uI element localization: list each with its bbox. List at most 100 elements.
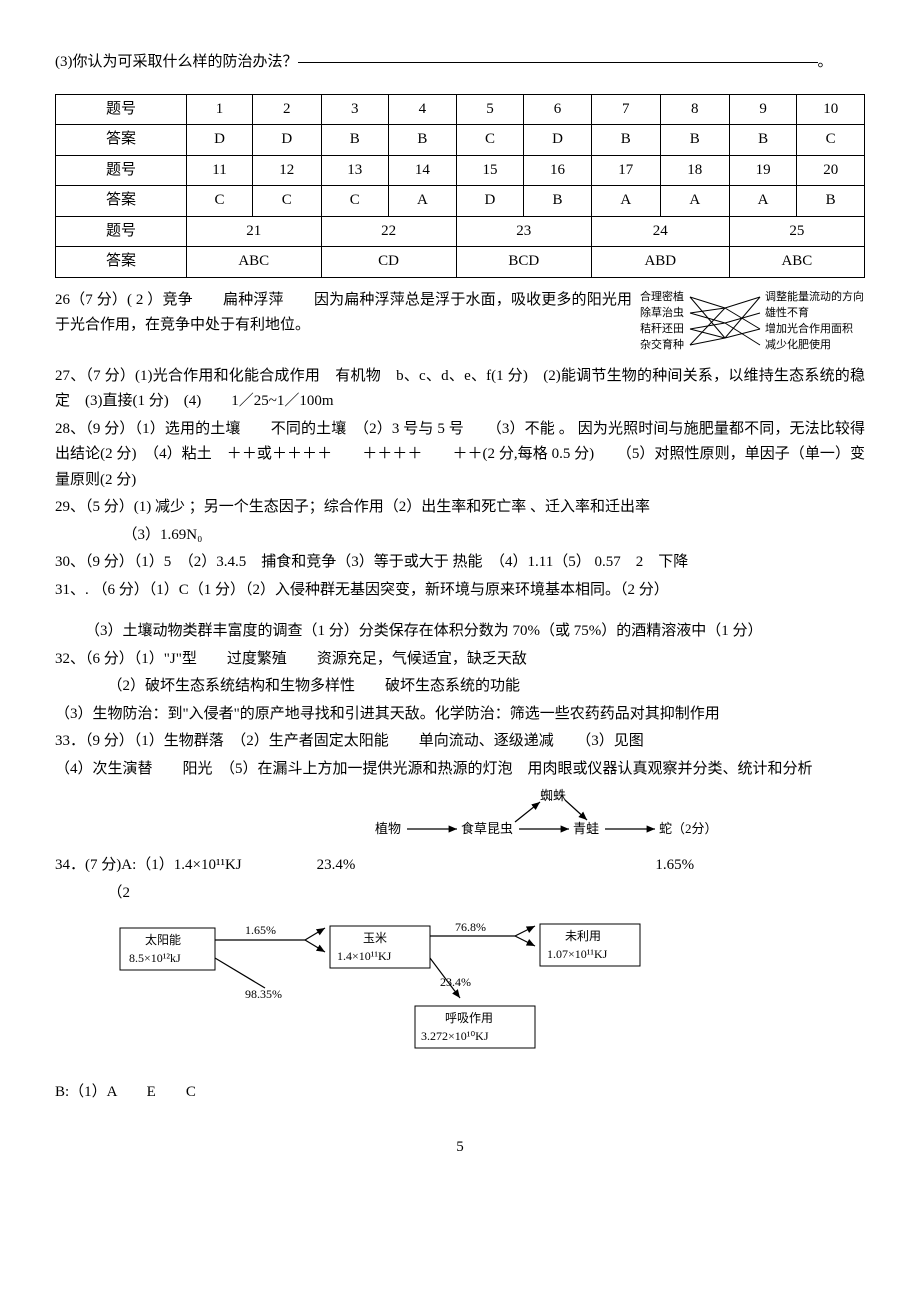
table-row: 答案 C C C A D B A A A B (56, 186, 865, 217)
cell: 11 (187, 155, 253, 186)
cell: B (321, 125, 389, 156)
resp-val: 3.272×10¹⁰KJ (421, 1029, 489, 1043)
answer-33-l1: 33．（9 分）（1）生物群落 （2）生产者固定太阳能 单向流动、逐级递减 （3… (55, 729, 865, 755)
cell: B (524, 186, 592, 217)
cell: 21 (187, 216, 322, 247)
row-label: 题号 (56, 216, 187, 247)
food-chain-diagram: 植物 食草昆虫 青蛙 蛇（2分） 蜘蛛 (375, 788, 845, 843)
cm-right: 减少化肥使用 (765, 337, 831, 351)
energy-flow-diagram: 太阳能 8.5×10¹²kJ 1.65% 98.35% 玉米 1.4×10¹¹K… (115, 918, 735, 1058)
answer-29-l1: 29、（5 分）(1) 减少 ；另一个生态因子；综合作用（2）出生率和死亡率 、… (55, 495, 865, 521)
table-row: 答案 D D B B C D B B B C (56, 125, 865, 156)
cell: 14 (389, 155, 457, 186)
row-label: 题号 (56, 155, 187, 186)
cm-left: 杂交育种 (640, 337, 684, 351)
cell: A (389, 186, 457, 217)
cm-right: 雄性不育 (765, 305, 809, 319)
cell: B (797, 186, 865, 217)
cell: B (591, 125, 660, 156)
row-label: 答案 (56, 186, 187, 217)
cell: D (187, 125, 253, 156)
fc-node: 蛇（2分） (659, 821, 718, 836)
cm-left: 合理密植 (640, 289, 684, 303)
q3-period: 。 (818, 54, 833, 70)
cell: B (729, 125, 797, 156)
row-label: 题号 (56, 94, 187, 125)
answer-29-l2: （3）1.69N₀ (55, 523, 865, 549)
answer-27: 27、（7 分）(1)光合作用和化能合成作用 有机物 b、c、d、e、f(1 分… (55, 364, 865, 415)
concept-map-diagram: 合理密植 除草治虫 秸秆还田 杂交育种 调整能量流动的方向 雄性不育 增加光合作… (640, 288, 865, 358)
cell: C (456, 125, 524, 156)
cm-left: 除草治虫 (640, 305, 684, 319)
cell: ABC (729, 247, 864, 278)
cell: 10 (797, 94, 865, 125)
answer-33-l2: （4）次生演替 阳光 （5）在漏斗上方加一提供光源和热源的灯泡 用肉眼或仪器认真… (55, 757, 865, 783)
cell: D (524, 125, 592, 156)
fc-node: 青蛙 (573, 821, 599, 836)
cell: B (660, 125, 729, 156)
cell: 9 (729, 94, 797, 125)
fc-node: 食草昆虫 (461, 821, 513, 836)
cell: 12 (253, 155, 321, 186)
sun-label: 太阳能 (145, 932, 181, 947)
cell: 1 (187, 94, 253, 125)
cell: 16 (524, 155, 592, 186)
p3: 76.8% (455, 920, 486, 934)
answer-32-l1: 32、（6 分）（1）"J"型 过度繁殖 资源充足，气候适宜，缺乏天敌 (55, 647, 865, 673)
answer-30: 30、（9 分）（1）5 （2）3.4.5 捕食和竞争（3）等于或大于 热能 （… (55, 550, 865, 576)
answer-31-l1: 31、. （6 分）（1）C（1 分）（2）入侵种群无基因突变，新环境与原来环境… (55, 578, 865, 604)
answer-32-l2: （2）破坏生态系统结构和生物多样性 破坏生态系统的功能 (55, 674, 865, 700)
row-label: 答案 (56, 247, 187, 278)
answer-32-l3: （3）生物防治：到"入侵者"的原产地寻找和引进其天敌。化学防治：筛选一些农药药品… (55, 702, 865, 728)
cell: 3 (321, 94, 389, 125)
p4: 23.4% (440, 975, 471, 989)
answer-34-l1: 34．(7 分)A:（1）1.4×10¹¹KJ 23.4% 1.65% (55, 853, 865, 879)
cell: C (187, 186, 253, 217)
cm-right: 调整能量流动的方向 (765, 289, 864, 303)
cell: 19 (729, 155, 797, 186)
cell: C (253, 186, 321, 217)
cell: ABD (591, 247, 729, 278)
answer-28: 28、（9 分）（1）选用的土壤 不同的土壤 （2）3 号与 5 号 （3）不能… (55, 417, 865, 494)
row-label: 答案 (56, 125, 187, 156)
fc-node: 植物 (375, 821, 401, 836)
cell: 5 (456, 94, 524, 125)
cell: 23 (456, 216, 591, 247)
p1: 1.65% (245, 923, 276, 937)
q3-text: (3)你认为可采取什么样的防治办法？ (55, 54, 298, 70)
cell: 7 (591, 94, 660, 125)
cell: A (660, 186, 729, 217)
cell: B (389, 125, 457, 156)
corn-val: 1.4×10¹¹KJ (337, 949, 392, 963)
cell: 18 (660, 155, 729, 186)
table-row: 题号 1 2 3 4 5 6 7 8 9 10 (56, 94, 865, 125)
cell: 8 (660, 94, 729, 125)
unused-val: 1.07×10¹¹KJ (547, 947, 608, 961)
page-number: 5 (55, 1135, 865, 1161)
answer-31-l2: （3）土壤动物类群丰富度的调查（1 分）分类保存在体积分数为 70%（或 75%… (55, 619, 865, 645)
cell: 25 (729, 216, 864, 247)
fc-node: 蜘蛛 (540, 788, 566, 803)
cell: C (797, 125, 865, 156)
cell: CD (321, 247, 456, 278)
cell: 15 (456, 155, 524, 186)
unused-label: 未利用 (565, 929, 601, 943)
cell: 4 (389, 94, 457, 125)
answer-blank (298, 62, 818, 63)
cell: BCD (456, 247, 591, 278)
p2: 98.35% (245, 987, 282, 1001)
cell: C (321, 186, 389, 217)
cell: A (729, 186, 797, 217)
cell: 2 (253, 94, 321, 125)
cm-left: 秸秆还田 (640, 322, 684, 335)
cell: 17 (591, 155, 660, 186)
answer-key-table: 题号 1 2 3 4 5 6 7 8 9 10 答案 D D B B C D B… (55, 94, 865, 278)
cell: A (591, 186, 660, 217)
cm-right: 增加光合作用面积 (765, 321, 853, 335)
question-3-prompt: (3)你认为可采取什么样的防治办法？ 。 (55, 50, 865, 76)
cell: D (253, 125, 321, 156)
cell: D (456, 186, 524, 217)
answer-b: B:（1）A E C (55, 1080, 865, 1106)
table-row: 答案 ABC CD BCD ABD ABC (56, 247, 865, 278)
cell: 13 (321, 155, 389, 186)
